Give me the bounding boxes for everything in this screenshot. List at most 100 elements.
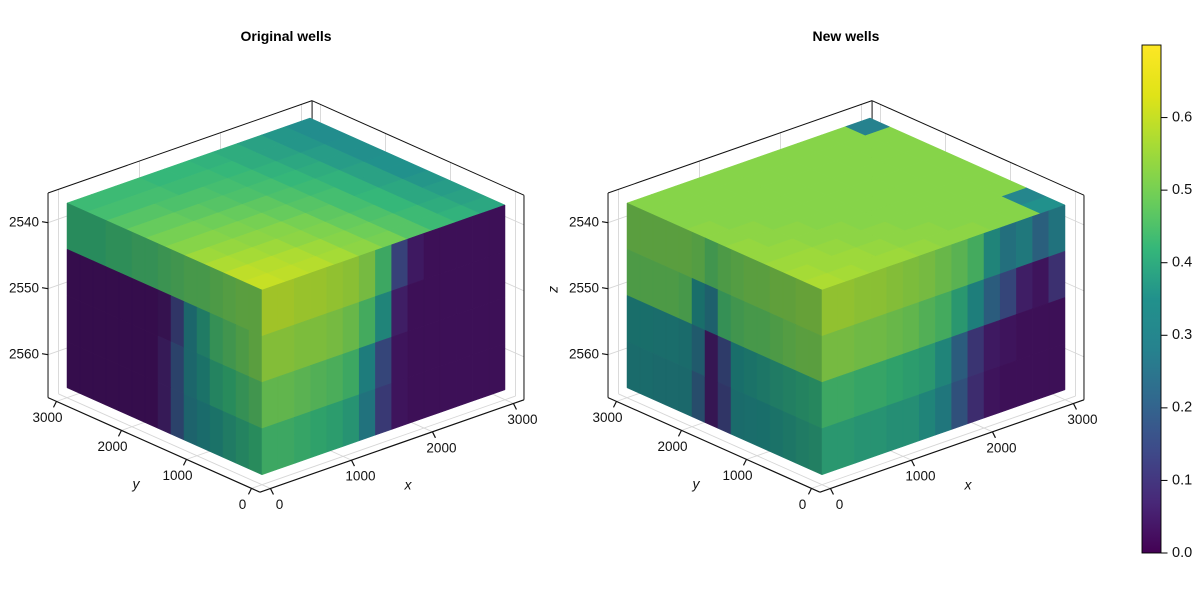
voxel-cell-right <box>951 331 969 384</box>
voxel-cell-left <box>704 329 719 383</box>
voxel-cell-left <box>92 260 107 314</box>
voxel-cell-top <box>845 117 891 136</box>
voxel-cell-right <box>999 221 1017 275</box>
y-axis-tick <box>677 430 683 437</box>
voxel-cell-left <box>717 335 732 389</box>
colorbar-tick-label: 0.4 <box>1172 255 1192 271</box>
voxel-cell-left <box>170 295 185 348</box>
voxel-cell-left <box>222 318 237 372</box>
voxel-cell-left <box>730 341 745 395</box>
voxel-cell-left <box>248 283 263 337</box>
voxel-cell-right <box>358 296 376 349</box>
voxel-cell-left <box>144 237 159 291</box>
voxel-cell-right <box>1032 302 1050 356</box>
voxel-cell-left <box>808 330 823 383</box>
voxel-cell-right <box>837 324 855 378</box>
x-axis-label: x <box>963 477 972 493</box>
x-tick-label: 1000 <box>905 469 935 484</box>
voxel-cell-left <box>769 266 784 320</box>
voxel-cell-left <box>183 347 198 400</box>
z-tick-label: 2560 <box>9 346 39 361</box>
z-tick-label: 2560 <box>569 346 599 361</box>
voxel-cell-left <box>652 306 667 360</box>
voxel-cell-right <box>342 394 360 447</box>
voxel-cell-left <box>170 249 185 302</box>
voxel-cell-left <box>144 376 159 429</box>
voxel-cell-right <box>902 348 920 401</box>
y-axis-tick <box>742 459 748 466</box>
voxel-cell-left <box>782 318 797 372</box>
voxel-cell-right <box>407 232 425 286</box>
voxel-cell-right <box>375 244 392 297</box>
voxel-cell-right <box>310 359 328 412</box>
colorbar-tick-label: 0.2 <box>1172 400 1192 416</box>
voxel-cell-left <box>782 272 797 325</box>
voxel-cell-right <box>472 210 490 263</box>
voxel-cell-left <box>743 393 758 447</box>
y-tick-label: 1000 <box>162 468 192 483</box>
voxel-cell-right <box>999 360 1017 413</box>
voxel-cell-right <box>951 284 969 338</box>
y-axis-tick <box>117 430 123 437</box>
voxel-cell-left <box>756 306 771 360</box>
voxel-cell-right <box>951 377 969 430</box>
voxel-cell-left <box>183 393 198 447</box>
voxel-cell-right <box>342 348 360 401</box>
voxel-cell-right <box>407 279 425 332</box>
voxel-cell-left <box>769 312 784 366</box>
voxel-cell-right <box>310 405 328 459</box>
voxel-cell-right <box>821 283 839 337</box>
voxel-cell-left <box>92 214 107 267</box>
colorbar-bar <box>1141 44 1162 554</box>
voxel-cell-left <box>795 416 810 470</box>
voxel-cell-right <box>902 394 920 447</box>
voxel-cell-left <box>756 260 771 314</box>
voxel-cell-right <box>456 262 473 315</box>
y-gridline-floor <box>251 395 516 489</box>
y-gridline-floor <box>811 395 1076 489</box>
voxel-cell-left <box>743 347 758 400</box>
voxel-cell-right <box>854 272 871 326</box>
voxel-cell-right <box>886 307 904 361</box>
voxel-cell-left <box>196 306 211 360</box>
voxel-cell-left <box>66 341 81 394</box>
voxel-cell-right <box>472 302 490 356</box>
voxel-cell-right <box>902 301 920 355</box>
voxel-cell-right <box>1048 204 1066 258</box>
y-axis-line <box>47 397 261 493</box>
z-axis-tick <box>601 353 609 356</box>
voxel-cell-left <box>196 353 211 406</box>
z-axis-tick <box>601 287 609 290</box>
voxel-cell-left <box>118 272 133 325</box>
voxel-cell-left <box>639 347 654 400</box>
voxel-cell-left <box>235 324 250 377</box>
voxel-cell-right <box>886 261 904 314</box>
voxel-cell-left <box>782 410 797 464</box>
y-axis-label: y <box>691 476 700 492</box>
z-axis-tick <box>41 221 49 224</box>
z-tick-label: 2540 <box>9 214 39 229</box>
y-axis-tick <box>182 459 188 466</box>
voxel-cell-left <box>118 364 133 418</box>
voxel-cell-left <box>665 358 680 412</box>
voxel-cell-left <box>66 295 81 348</box>
voxel-cell-left <box>66 202 81 256</box>
voxel-cell-left <box>717 381 732 435</box>
x-tick-label: 2000 <box>426 440 456 455</box>
z-axis-tick <box>41 287 49 290</box>
voxel-cell-right <box>358 249 376 303</box>
voxel-cell-right <box>488 297 506 350</box>
voxel-face-right <box>821 204 1066 476</box>
voxel-cell-right <box>261 330 279 383</box>
voxel-cell-right <box>837 416 855 470</box>
voxel-cell-left <box>769 405 784 458</box>
voxel-face-left <box>626 202 823 476</box>
voxel-cell-left <box>691 231 706 285</box>
voxel-cell-left <box>92 306 107 360</box>
left-plot-title: Original wells <box>240 28 332 44</box>
voxel-cell-left <box>235 416 250 470</box>
voxel-cell-left <box>235 370 250 424</box>
x-axis-tick <box>829 488 834 495</box>
voxel-cell-right <box>870 266 888 320</box>
colorbar-tick-label: 0.1 <box>1172 472 1192 488</box>
